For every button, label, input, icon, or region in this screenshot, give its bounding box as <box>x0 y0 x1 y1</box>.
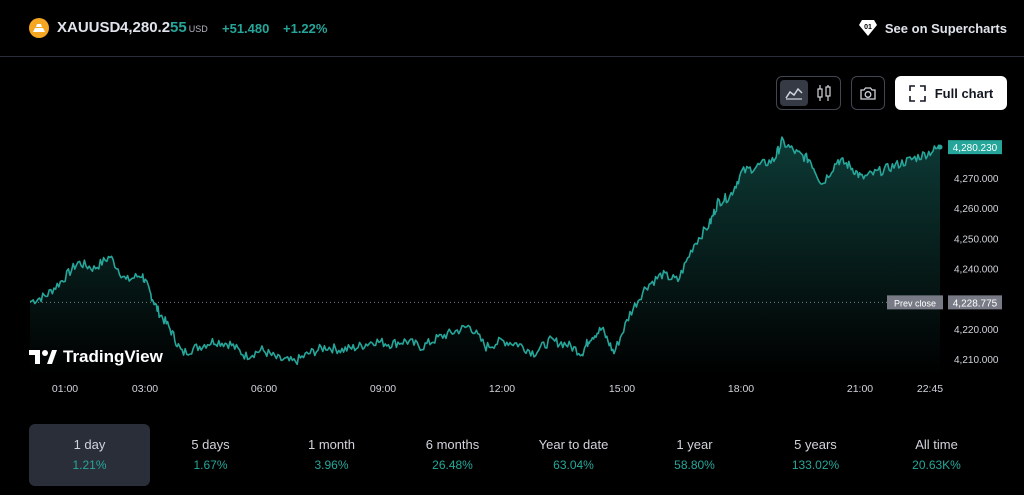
prev-close-label: Prev close <box>894 298 936 308</box>
y-tick-label: 4,270.000 <box>954 174 999 185</box>
range-1-month[interactable]: 1 month 3.96% <box>271 424 392 486</box>
supercharts-label: See on Supercharts <box>884 20 1007 36</box>
price-change: +51.480 <box>222 21 270 36</box>
x-tick-label: 06:00 <box>251 383 277 395</box>
symbol-header: XAUUSD 4,280.255 USD +51.480 +1.22% 01 Se… <box>0 0 1024 57</box>
range-label: 5 days <box>191 437 230 452</box>
range-6-months[interactable]: 6 months 26.48% <box>392 424 513 486</box>
y-tick-label: 4,250.000 <box>954 234 999 245</box>
x-tick-label: 09:00 <box>370 383 396 395</box>
candles-icon <box>817 85 831 101</box>
symbol-name[interactable]: XAUUSD <box>57 19 121 36</box>
range-all-time[interactable]: All time 20.63K% <box>876 424 997 486</box>
last-price-dot <box>937 144 943 150</box>
x-tick-label: 18:00 <box>728 383 754 395</box>
price-chart[interactable]: 4,210.0004,220.0004,230.0004,240.0004,25… <box>0 120 1024 405</box>
camera-icon <box>860 86 876 100</box>
range-value: 133.02% <box>791 458 840 472</box>
range-label: Year to date <box>538 437 609 452</box>
x-tick-label: 03:00 <box>132 383 158 395</box>
tradingview-logo-text: TradingView <box>63 347 163 366</box>
x-tick-label: 15:00 <box>609 383 635 395</box>
expand-icon <box>908 84 926 102</box>
full-chart-label: Full chart <box>934 85 994 101</box>
prev-close-label-box <box>887 295 943 310</box>
area-chart-button[interactable] <box>780 80 808 106</box>
range-selector: 1 day 1.21% 5 days 1.67% 1 month 3.96% 6 mo… <box>29 424 997 486</box>
last-price: 4,280.255 USD <box>120 19 208 36</box>
y-tick-label: 4,260.000 <box>954 204 999 215</box>
snapshot-button[interactable] <box>851 76 885 110</box>
svg-text:01: 01 <box>864 24 872 31</box>
price-line <box>29 136 941 366</box>
supercharts-icon: 01 <box>858 20 877 36</box>
gold-icon <box>29 18 49 38</box>
range-5-years[interactable]: 5 years 133.02% <box>755 424 876 486</box>
price-main: 4,280.2 <box>120 19 171 36</box>
range-year-to-date[interactable]: Year to date 63.04% <box>513 424 634 486</box>
x-tick-label: 01:00 <box>52 383 78 395</box>
prev-close-value-box <box>948 295 1002 310</box>
range-1-day[interactable]: 1 day 1.21% <box>29 424 150 486</box>
range-label: 6 months <box>425 437 480 452</box>
last-value-label: 4,280.230 <box>953 143 998 154</box>
price-change-percent: +1.22% <box>283 21 328 36</box>
x-tick-label: 12:00 <box>489 383 515 395</box>
see-on-supercharts-link[interactable]: 01 See on Supercharts <box>858 19 1007 37</box>
range-value: 1.67% <box>193 458 228 472</box>
currency-label: USD <box>188 24 208 34</box>
range-label: 1 year <box>676 437 713 452</box>
range-5-days[interactable]: 5 days 1.67% <box>150 424 271 486</box>
range-label: 5 years <box>794 437 837 452</box>
full-chart-button[interactable]: Full chart <box>895 76 1007 110</box>
prev-close-value: 4,228.775 <box>953 298 998 309</box>
y-tick-label: 4,240.000 <box>954 265 999 276</box>
price-area-fill <box>30 137 940 375</box>
candles-chart-button[interactable] <box>810 80 838 106</box>
range-1-year[interactable]: 1 year 58.80% <box>634 424 755 486</box>
range-value: 26.48% <box>432 458 473 472</box>
price-tail: 55 <box>170 19 187 36</box>
range-label: 1 month <box>308 437 355 452</box>
y-tick-label: 4,210.000 <box>954 355 999 366</box>
range-label: All time <box>915 437 958 452</box>
range-value: 3.96% <box>314 458 349 472</box>
area-chart-icon <box>785 87 803 100</box>
x-tick-label: 22:45 <box>917 383 943 395</box>
last-value-box <box>948 140 1002 155</box>
range-label: 1 day <box>73 437 106 452</box>
tradingview-logo-icon <box>29 350 57 364</box>
chart-style-toggle <box>776 76 841 110</box>
range-value: 1.21% <box>72 458 107 472</box>
range-value: 58.80% <box>674 458 715 472</box>
y-tick-label: 4,220.000 <box>954 325 999 336</box>
range-value: 20.63K% <box>912 458 961 472</box>
range-value: 63.04% <box>553 458 594 472</box>
tradingview-logo: TradingView <box>29 347 163 367</box>
x-tick-label: 21:00 <box>847 383 873 395</box>
